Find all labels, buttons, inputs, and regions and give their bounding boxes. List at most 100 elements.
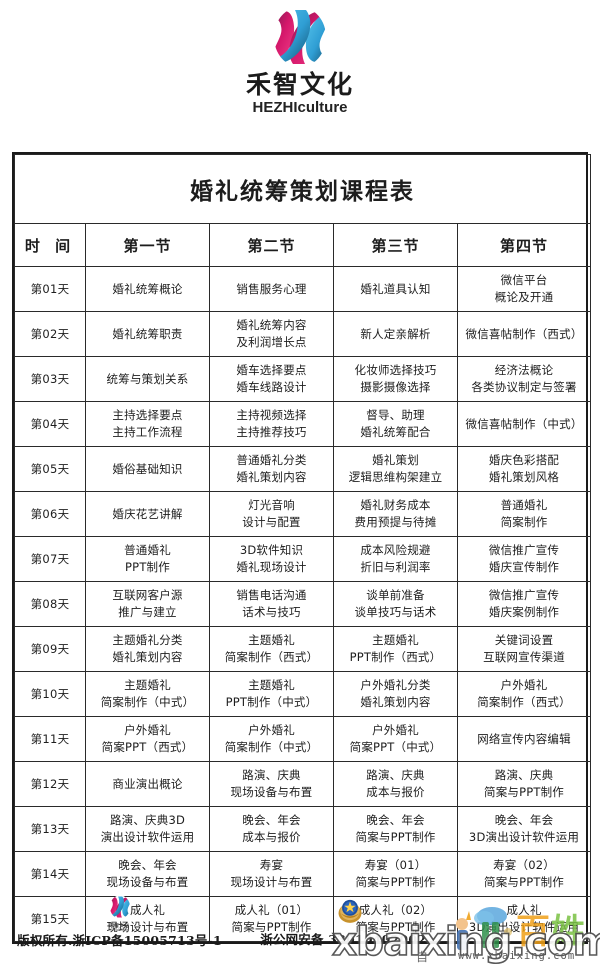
page-title: 婚礼统筹策划课程表	[13, 154, 592, 224]
lesson-line: 简案与PPT制作	[484, 875, 565, 889]
lesson-line: PPT制作（西式）	[349, 650, 442, 664]
day-label: 第05天	[14, 446, 86, 492]
lesson-cell-period-3: 化妆师选择技巧 摄影摄像选择	[333, 356, 458, 402]
lesson-line: 化妆师选择技巧	[354, 363, 437, 378]
day-label: 第13天	[14, 806, 86, 852]
lesson-line: 婚庆案例制作	[488, 605, 560, 619]
lesson-cell-period-4: 路演、庆典 简案与PPT制作	[456, 761, 592, 807]
lesson-cell-period-1: 主题婚礼 简案制作（中式）	[85, 671, 210, 717]
lesson-cell-period-3: 主题婚礼 PPT制作（西式）	[333, 626, 458, 672]
day-label: 第09天	[14, 626, 86, 672]
lesson-line: 折旧与利润率	[360, 560, 431, 574]
table-row: 第09天 主题婚礼分类 婚礼策划内容 主题婚礼 简案制作（西式） 主题婚礼 PPT制作（西式…	[14, 626, 592, 672]
lesson-line: 婚礼现场设计	[236, 560, 307, 574]
lesson-line: 主持工作流程	[112, 425, 183, 439]
lesson-line: 婚礼策划内容	[360, 695, 431, 709]
schedule-sheet: 婚礼统筹策划课程表 时 间 第一节 第二节 第三节 第四节 第01天 婚礼统筹概论…	[12, 152, 592, 944]
lesson-line: 概论及开通	[494, 290, 554, 304]
lesson-line: 微信推广宣传	[488, 588, 560, 603]
lesson-cell-period-3: 晚会、年会 简案与PPT制作	[333, 806, 458, 852]
lesson-line: 现场设计与布置	[230, 875, 313, 889]
lesson-cell-period-1: 晚会、年会 现场设备与布置	[85, 851, 210, 897]
day-label: 第02天	[14, 311, 86, 357]
lesson-cell-period-2: 户外婚礼 简案制作（中式）	[209, 716, 334, 762]
lesson-line: 及利润增长点	[236, 335, 307, 349]
lesson-line: 婚车线路设计	[236, 380, 307, 394]
table-row: 第11天 户外婚礼 简案PPT（西式） 户外婚礼 简案制作（中式） 户外婚礼 简案PPT（中…	[14, 716, 592, 762]
lesson-line: 微信喜帖制作（中式）	[465, 416, 583, 431]
lesson-line: 灯光音响	[248, 498, 295, 513]
lesson-cell-period-2: 路演、庆典 现场设备与布置	[209, 761, 334, 807]
lesson-line: 演出设计软件运用	[100, 830, 195, 844]
lesson-line: 推广与建立	[118, 605, 177, 619]
lesson-line: 主题婚礼分类	[112, 633, 183, 648]
lesson-cell-period-2: 3D软件知识 婚礼现场设计	[209, 536, 334, 582]
table-row: 第08天 互联网客户源 推广与建立 销售电话沟通 话术与技巧 谈单前准备 谈单技巧与话术 微信…	[14, 581, 592, 627]
lesson-cell-period-4: 婚庆色彩搭配 婚礼策划风格	[456, 446, 592, 492]
lesson-line: 关键词设置	[494, 633, 554, 648]
police-record-text[interactable]: 浙公网安备 33010402002...	[260, 932, 440, 947]
lesson-line: 谈单技巧与话术	[354, 605, 437, 619]
lesson-cell-period-1: 婚礼统筹职责	[85, 311, 210, 357]
lesson-cell-period-4: 微信平台 概论及开通	[456, 266, 592, 312]
lesson-line: 婚礼统筹配合	[360, 425, 431, 439]
icp-license-text[interactable]: 版权所有.浙ICP备15005713号-1	[17, 933, 222, 948]
lesson-line: 婚礼统筹内容	[236, 318, 307, 333]
lesson-line: 简案与PPT制作	[355, 875, 436, 889]
lesson-line: 3D演出设计软件运用	[468, 830, 580, 844]
lesson-cell-period-3: 寿宴（01） 简案与PPT制作	[333, 851, 458, 897]
lesson-cell-period-1: 成人礼 现场设计与布置	[85, 896, 210, 942]
table-row: 第04天 主持选择要点 主持工作流程 主持视频选择 主持推荐技巧 督导、助理 婚礼统筹配合微…	[14, 401, 592, 447]
lesson-line: 普通婚礼分类	[236, 453, 307, 468]
column-header-period-3: 第三节	[333, 223, 458, 267]
lesson-line: 寿宴（02）	[493, 858, 555, 873]
lesson-cell-period-1: 主题婚礼分类 婚礼策划内容	[85, 626, 210, 672]
lesson-line: 主题婚礼	[124, 678, 171, 693]
lesson-cell-period-2: 销售电话沟通 话术与技巧	[209, 581, 334, 627]
lesson-cell-period-1: 统筹与策划关系	[85, 356, 210, 402]
table-header-row: 时 间 第一节 第二节 第三节 第四节	[14, 223, 592, 267]
lesson-line: 销售电话沟通	[236, 588, 307, 603]
table-row: 第10天 主题婚礼 简案制作（中式） 主题婚礼 PPT制作（中式） 户外婚礼分类 婚礼策划内…	[14, 671, 592, 717]
lesson-line: 简案PPT（中式）	[349, 740, 442, 754]
footer-copyright-block: 禾智文化 HEZHIculture 版权所有.浙ICP备15005713号-1	[17, 895, 222, 949]
lesson-line: 主持推荐技巧	[236, 425, 307, 439]
lesson-line: 婚礼策划风格	[488, 470, 560, 484]
lesson-cell-period-2: 婚车选择要点 婚车线路设计	[209, 356, 334, 402]
lesson-line: 成人礼	[129, 903, 166, 918]
table-row: 第05天 婚俗基础知识 普通婚礼分类 婚礼策划内容 婚礼策划 逻辑思维构架建立 婚庆色彩搭配…	[14, 446, 592, 492]
column-header-period-2: 第二节	[209, 223, 334, 267]
lesson-cell-period-4: 微信喜帖制作（西式）	[456, 311, 592, 357]
lesson-line: 简案与PPT制作	[484, 785, 565, 799]
lesson-line: 晚会、年会	[242, 813, 301, 828]
lesson-line: 简案制作	[500, 515, 548, 529]
lesson-line: 主题婚礼	[372, 633, 419, 648]
swirl-circle-logo-icon	[263, 6, 337, 68]
lesson-cell-period-2: 婚礼统筹内容 及利润增长点	[209, 311, 334, 357]
lesson-line: 普通婚礼	[500, 498, 548, 513]
lesson-line: 微信推广宣传	[488, 543, 560, 558]
brand-name-cn: 禾智文化	[245, 70, 354, 99]
lesson-cell-period-2: 主题婚礼 简案制作（西式）	[209, 626, 334, 672]
day-label: 第08天	[14, 581, 86, 627]
lesson-cell-period-2: 主持视频选择 主持推荐技巧	[209, 401, 334, 447]
lesson-cell-period-3: 谈单前准备 谈单技巧与话术	[333, 581, 458, 627]
table-row: 第12天 商业演出概论 路演、庆典 现场设备与布置 路演、庆典 成本与报价 路演、庆典 简案与…	[14, 761, 592, 807]
brand-header: 禾智文化 HEZHIculture	[0, 0, 600, 117]
lesson-line: 话术与技巧	[242, 605, 301, 619]
lesson-cell-period-4: 微信喜帖制作（中式）	[456, 401, 592, 447]
lesson-cell-period-1: 户外婚礼 简案PPT（西式）	[85, 716, 210, 762]
swirl-circle-logo-small-icon: 禾智文化 HEZHIculture	[105, 895, 135, 931]
lesson-cell-period-3: 婚礼财务成本 费用预提与待摊	[333, 491, 458, 537]
table-row: 第14天 晚会、年会 现场设备与布置 寿宴 现场设计与布置 寿宴（01） 简案与PPT制作寿…	[14, 851, 592, 897]
day-label: 第11天	[14, 716, 86, 762]
lesson-line: 设计与配置	[242, 515, 301, 529]
lesson-line: 户外婚礼分类	[360, 678, 431, 693]
lesson-cell-period-3: 路演、庆典 成本与报价	[333, 761, 458, 807]
lesson-line: 互联网客户源	[112, 588, 183, 603]
lesson-line: 婚车选择要点	[236, 363, 307, 378]
lesson-line: 成本与报价	[366, 785, 425, 799]
lesson-cell-period-3: 督导、助理 婚礼统筹配合	[333, 401, 458, 447]
table-row: 第06天 婚庆花艺讲解 灯光音响 设计与配置 婚礼财务成本 费用预提与待摊 普通婚礼 简案制作	[14, 491, 592, 537]
lesson-line: 户外婚礼	[500, 678, 548, 693]
